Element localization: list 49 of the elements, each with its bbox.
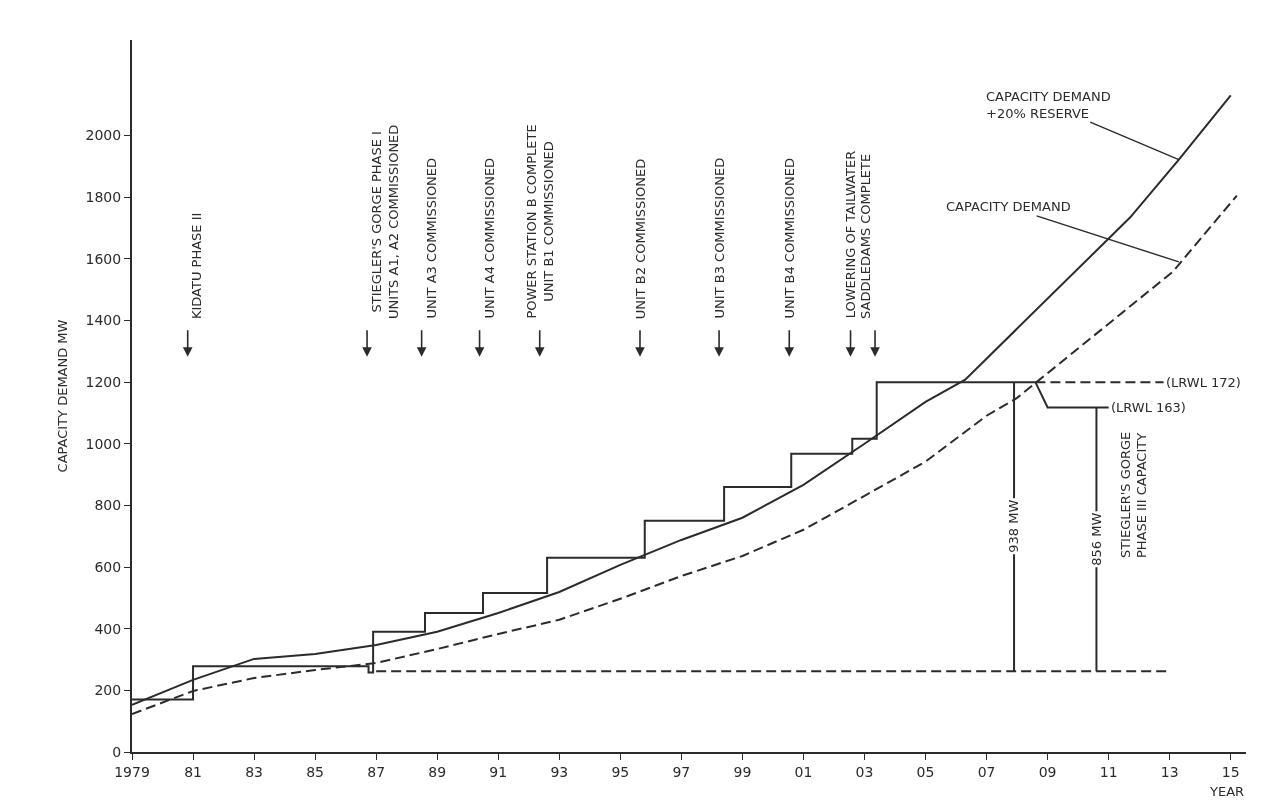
annotation: UNIT B2 COMMISSIONED	[632, 158, 648, 320]
x-tick-label: 87	[367, 763, 386, 780]
y-tick-label: 600	[94, 558, 122, 575]
x-tick-label: 15	[1221, 763, 1240, 780]
annotation: CAPACITY DEMAND	[946, 199, 1071, 214]
x-tick-label: 05	[916, 763, 935, 780]
annotation: 938 MW	[1006, 499, 1022, 553]
x-tick-label: 91	[489, 763, 508, 780]
x-tick-label: 09	[1038, 763, 1057, 780]
y-tick-label: 1400	[85, 312, 122, 329]
y-tick-label: 200	[94, 682, 122, 699]
x-tick-label: 95	[611, 763, 630, 780]
y-tick-label: 0	[112, 743, 122, 760]
x-tick-label: 03	[855, 763, 874, 780]
x-tick-label: 01	[794, 763, 813, 780]
x-tick-label: 11	[1099, 763, 1118, 780]
x-tick-label: 07	[977, 763, 996, 780]
y-tick-label: 1600	[85, 250, 122, 267]
x-tick-label: 13	[1160, 763, 1179, 780]
y-tick-label: 1000	[85, 435, 122, 452]
annotation: STIEGLER'S GORGE PHASE III CAPACITY	[1117, 431, 1150, 559]
annotation: 856 MW	[1089, 512, 1105, 566]
x-tick-label: 99	[733, 763, 752, 780]
x-tick-label: 89	[428, 763, 447, 780]
annotation: KIDATU PHASE II	[189, 212, 205, 320]
x-tick-label: 93	[550, 763, 569, 780]
y-tick-label: 800	[94, 497, 122, 514]
annotation: UNIT A3 COMMISSIONED	[423, 157, 439, 319]
x-tick-label: 97	[672, 763, 691, 780]
y-tick-label: 2000	[85, 127, 122, 144]
annotation: SADDLEDAMS COMPLETE	[858, 153, 874, 319]
annotation: UNIT B3 COMMISSIONED	[711, 157, 727, 319]
annotation: POWER STATION B COMPLETE UNIT B1 COMMISSIONED	[523, 124, 556, 319]
annotation: STIEGLER'S GORGE PHASE I UNITS A1, A2 COMMISSIONED	[369, 124, 402, 319]
x-tick-label: 1979	[114, 763, 150, 780]
annotation: LOWERING OF TAILWATER	[842, 150, 858, 319]
x-tick-label: 85	[306, 763, 325, 780]
x-axis-title: YEAR	[1209, 784, 1245, 799]
y-tick-label: 1200	[85, 374, 122, 391]
annotation: UNIT B4 COMMISSIONED	[781, 158, 797, 319]
annotation: (LRWL 163)	[1111, 400, 1186, 415]
annotation: UNIT A4 COMMISSIONED	[481, 157, 497, 319]
annotation: CAPACITY DEMAND +20% RESERVE	[986, 89, 1111, 121]
annotation: (LRWL 172)	[1166, 375, 1241, 390]
y-axis-title: CAPACITY DEMAND MW	[55, 319, 71, 473]
y-tick-label: 400	[94, 620, 122, 637]
y-tick-label: 1800	[85, 189, 122, 206]
x-tick-label: 81	[184, 763, 202, 780]
x-tick-label: 83	[245, 763, 263, 780]
